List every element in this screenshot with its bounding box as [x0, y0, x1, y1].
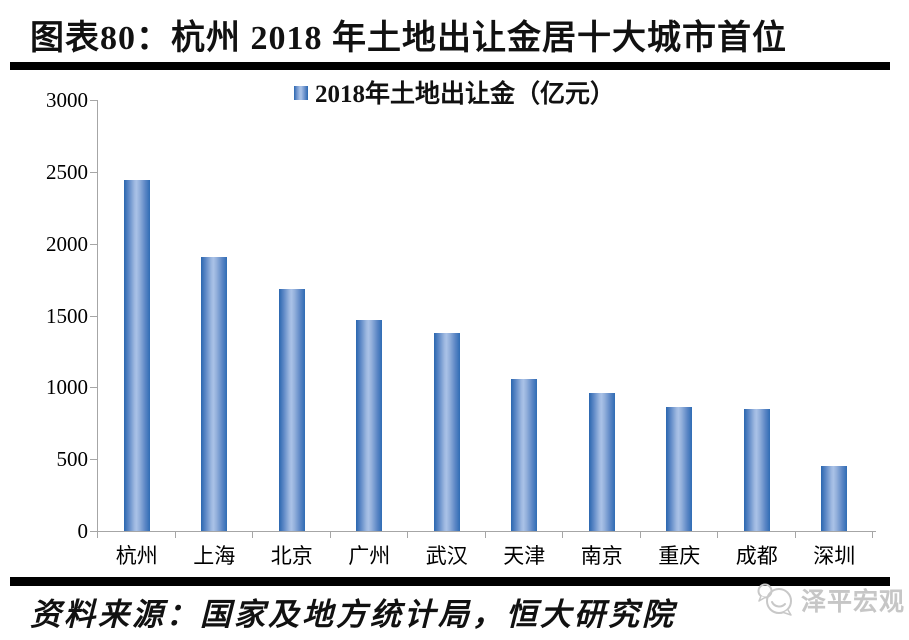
x-axis-category-label: 重庆: [658, 544, 701, 568]
x-axis-category-label: 广州: [348, 544, 391, 568]
x-axis-category-label: 深圳: [813, 544, 856, 568]
x-axis-category-label: 杭州: [115, 544, 158, 568]
source-note: 资料来源：国家及地方统计局，恒大研究院: [30, 597, 676, 632]
x-axis-line: [97, 531, 876, 532]
y-axis-tick: [90, 100, 97, 101]
y-axis-tick-label: 1500: [46, 303, 88, 328]
y-axis-tick-label: 0: [77, 519, 89, 543]
y-axis-tick: [90, 531, 97, 532]
x-axis-tick: [252, 531, 253, 538]
x-axis-tick: [562, 531, 563, 538]
bar-广州: [356, 319, 383, 531]
bar-杭州: [123, 180, 150, 531]
title-divider: [10, 62, 890, 70]
wechat-logo-icon: [757, 583, 792, 616]
y-axis-tick-label: 500: [56, 447, 89, 472]
y-axis-line: [97, 100, 98, 532]
x-axis-tick: [639, 531, 641, 538]
bar-上海: [201, 256, 228, 531]
bar-深圳: [821, 466, 848, 531]
x-axis-tick: [329, 531, 331, 538]
bar-北京: [278, 289, 305, 531]
x-axis-category-label: 南京: [580, 544, 623, 568]
brand-logo-text: 泽平宏观: [800, 589, 905, 616]
x-axis-category-label: 天津: [503, 544, 546, 568]
x-axis-tick: [174, 531, 176, 538]
y-axis-tick-label: 2000: [46, 231, 88, 256]
bar-武汉: [433, 332, 460, 531]
legend-marker-icon: [293, 86, 308, 100]
y-axis-tick-label: 1000: [46, 375, 88, 400]
x-axis-category-label: 北京: [270, 544, 313, 568]
y-axis-tick-label: 3000: [46, 88, 88, 112]
figure-title: 图表80：杭州 2018 年土地出让金居十大城市首位: [30, 20, 787, 57]
x-axis-category-label: 上海: [193, 544, 236, 568]
y-axis-tick: [90, 387, 97, 389]
x-axis-category-label: 成都: [735, 544, 778, 568]
x-axis-tick: [484, 531, 486, 538]
x-axis-tick: [717, 531, 718, 538]
footer-divider: [10, 577, 890, 586]
y-axis-tick: [90, 459, 97, 461]
y-axis-tick: [90, 243, 97, 245]
bar-成都: [743, 409, 770, 531]
y-axis-tick-label: 2500: [46, 159, 88, 184]
brand-logo: 泽平宏观: [755, 582, 905, 618]
legend-label: 2018年土地出让金（亿元）: [314, 81, 615, 108]
x-axis-category-label: 武汉: [425, 544, 468, 568]
y-axis-tick: [90, 315, 97, 317]
x-axis-tick: [97, 531, 98, 538]
x-axis-tick: [872, 531, 873, 538]
bar-南京: [588, 393, 615, 531]
y-axis-tick: [90, 171, 97, 173]
x-axis-tick: [407, 531, 408, 538]
chart-legend: 2018年土地出让金（亿元）: [0, 74, 909, 110]
bar-重庆: [666, 406, 693, 531]
x-axis-tick: [794, 531, 796, 538]
bar-天津: [511, 379, 538, 531]
